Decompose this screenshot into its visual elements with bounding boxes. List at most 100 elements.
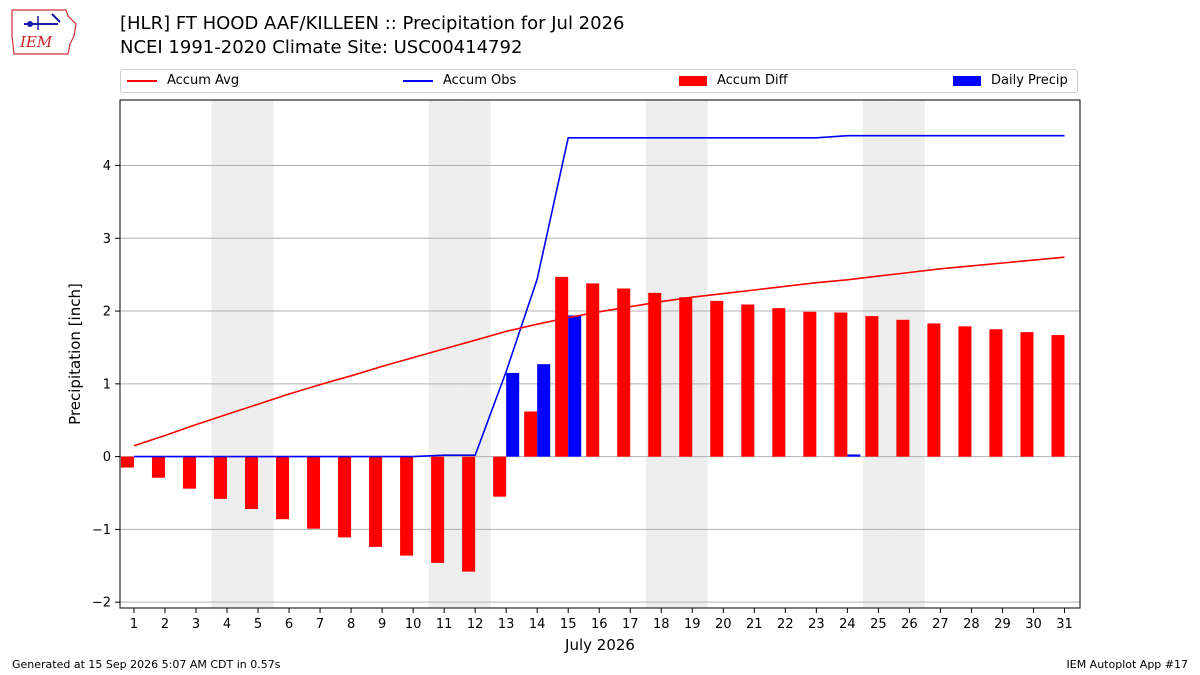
legend-label-accum-diff: Accum Diff xyxy=(717,73,788,88)
x-tick-label: 4 xyxy=(223,617,231,632)
chart-title: [HLR] FT HOOD AAF/KILLEEN :: Precipitati… xyxy=(120,13,625,34)
legend-item-daily-precip: Daily Precip xyxy=(953,73,1068,88)
legend-swatch-accum-obs xyxy=(403,79,433,82)
chart-subtitle: NCEI 1991-2020 Climate Site: USC00414792 xyxy=(120,37,523,58)
x-tick-label: 7 xyxy=(316,617,324,632)
daily-precip-bar xyxy=(847,454,861,457)
accum-diff-bar xyxy=(555,276,569,457)
legend-label-accum-avg: Accum Avg xyxy=(167,73,240,88)
accum-diff-bar xyxy=(307,456,321,529)
footer-app: IEM Autoplot App #17 xyxy=(1066,658,1189,671)
accum-avg-line xyxy=(133,256,1065,447)
accum-diff-bar xyxy=(834,312,848,457)
legend-swatch-daily-precip xyxy=(953,75,981,86)
x-tick-label: 8 xyxy=(347,617,355,632)
x-tick-label: 28 xyxy=(963,617,980,632)
accum-diff-bar xyxy=(803,311,817,457)
accum-diff-bar xyxy=(182,456,196,489)
accum-diff-bar xyxy=(213,456,228,499)
y-tick-label: 0 xyxy=(103,450,111,465)
y-tick-label: 1 xyxy=(103,377,111,392)
x-tick-label: 15 xyxy=(560,617,577,632)
weekend-shade-5 xyxy=(242,100,274,608)
accum-diff-bar xyxy=(245,456,259,510)
y-tick-label: −1 xyxy=(92,523,111,538)
accum-diff-bar xyxy=(276,456,290,520)
legend-label-daily-precip: Daily Precip xyxy=(991,73,1068,88)
x-tick-label: 31 xyxy=(1056,617,1073,632)
accum-diff-bar xyxy=(741,304,755,457)
accum-diff-bar xyxy=(710,300,724,457)
daily-precip-bar xyxy=(537,364,551,457)
x-tick-label: 26 xyxy=(901,617,918,632)
accum-diff-bar xyxy=(617,288,631,457)
y-tick-label: 3 xyxy=(103,232,111,247)
accum-obs-line xyxy=(134,134,1065,458)
accum-diff-bar xyxy=(1051,335,1065,457)
daily-precip-bar xyxy=(506,372,520,457)
x-tick-label: 27 xyxy=(932,617,949,632)
accum-diff-bar xyxy=(927,323,941,457)
accum-diff-bar xyxy=(648,292,662,457)
legend-swatch-accum-avg xyxy=(127,79,157,82)
legend-swatch-accum-diff xyxy=(679,75,707,86)
x-tick-label: 16 xyxy=(591,617,608,632)
x-tick-label: 10 xyxy=(405,617,422,632)
accum-diff-bar xyxy=(865,316,879,457)
accum-diff-bar xyxy=(120,456,134,468)
x-tick-label: 30 xyxy=(1025,617,1042,632)
footer-generated: Generated at 15 Sep 2026 5:07 AM CDT in … xyxy=(12,658,281,671)
x-tick-label: 5 xyxy=(254,617,262,632)
x-tick-label: 24 xyxy=(839,617,856,632)
iowa-outline-icon xyxy=(11,9,77,55)
x-tick-label: 29 xyxy=(994,617,1011,632)
x-tick-label: 6 xyxy=(285,617,293,632)
x-tick-label: 9 xyxy=(378,617,386,632)
accum-diff-bar xyxy=(989,329,1003,457)
accum-diff-bar xyxy=(151,456,165,478)
accum-diff-bar xyxy=(400,456,414,556)
logo-text: IEM xyxy=(19,33,53,51)
accum-diff-bar xyxy=(772,308,786,457)
accum-diff-bar xyxy=(493,456,507,497)
legend-item-accum-obs: Accum Obs xyxy=(403,73,516,88)
accum-diff-bar xyxy=(524,411,538,457)
x-tick-label: 18 xyxy=(653,617,670,632)
x-tick-label: 3 xyxy=(192,617,200,632)
plot-frame xyxy=(119,99,1081,609)
x-tick-label: 21 xyxy=(746,617,763,632)
y-tick-label: −2 xyxy=(92,596,111,611)
accum-diff-bar xyxy=(896,319,910,457)
y-tick-label: 4 xyxy=(103,159,111,174)
y-tick-label: 2 xyxy=(103,305,111,320)
x-axis-label: July 2026 xyxy=(564,636,635,654)
x-tick-label: 13 xyxy=(498,617,515,632)
y-axis-label: Precipitation [inch] xyxy=(66,283,84,425)
accum-diff-bar xyxy=(462,456,476,572)
weekend-shade-4 xyxy=(211,100,243,608)
legend: Accum Avg Accum Obs Accum Diff Daily Pre… xyxy=(120,69,1078,93)
daily-precip-bar xyxy=(568,315,582,457)
x-tick-label: 14 xyxy=(529,617,546,632)
x-tick-label: 23 xyxy=(808,617,825,632)
x-tick-label: 1 xyxy=(130,617,138,632)
legend-label-accum-obs: Accum Obs xyxy=(443,73,517,88)
accum-diff-bar xyxy=(586,283,600,457)
legend-item-accum-diff: Accum Diff xyxy=(679,73,788,88)
x-tick-label: 20 xyxy=(715,617,732,632)
x-tick-label: 12 xyxy=(467,617,484,632)
accum-diff-bar xyxy=(679,297,693,457)
x-tick-label: 25 xyxy=(870,617,887,632)
x-tick-label: 11 xyxy=(436,617,453,632)
x-tick-label: 22 xyxy=(777,617,794,632)
x-tick-label: 2 xyxy=(161,617,169,632)
iem-logo: IEM xyxy=(11,9,77,55)
accum-diff-bar xyxy=(369,456,383,547)
x-tick-label: 17 xyxy=(622,617,639,632)
legend-item-accum-avg: Accum Avg xyxy=(127,73,239,88)
accum-diff-bar xyxy=(958,326,972,457)
x-tick-label: 19 xyxy=(684,617,701,632)
accum-diff-bar xyxy=(431,456,445,563)
accum-diff-bar xyxy=(1020,332,1034,457)
